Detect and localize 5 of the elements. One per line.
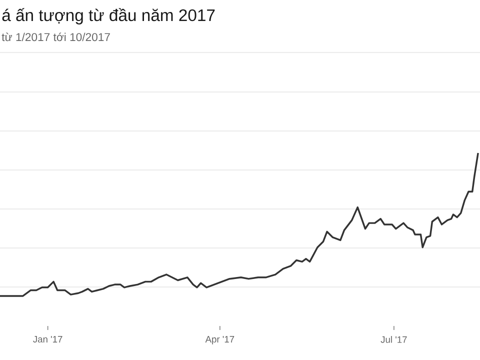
chart-title: á ấn tượng từ đầu năm 2017 [2,8,215,24]
x-tick-label: Jul '17 [380,336,407,343]
x-tick-label: Jan '17 [33,336,62,343]
x-tick-label: Apr '17 [205,336,234,344]
chart-subtitle: từ 1/2017 tới 10/2017 [2,32,110,42]
